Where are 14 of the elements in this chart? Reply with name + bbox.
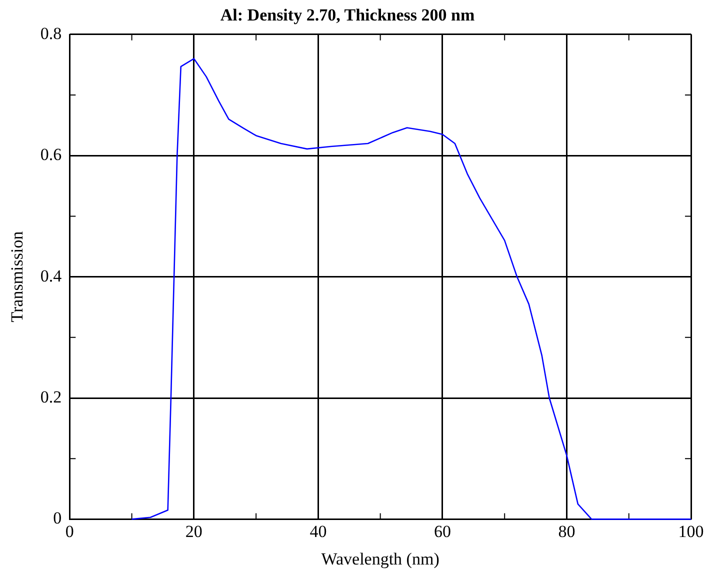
chart-title: Al: Density 2.70, Thickness 200 nm bbox=[220, 6, 475, 25]
x-tick-label: 60 bbox=[434, 522, 451, 541]
x-tick-label: 80 bbox=[558, 522, 576, 541]
y-axis-title: Transmission bbox=[8, 230, 27, 322]
y-tick-label: 0.2 bbox=[40, 387, 62, 406]
x-tick-label: 40 bbox=[310, 522, 327, 541]
x-tick-label: 100 bbox=[678, 522, 704, 541]
y-tick-label: 0 bbox=[53, 508, 62, 528]
x-tick-label: 20 bbox=[185, 522, 202, 541]
y-tick-label: 0.6 bbox=[40, 145, 62, 164]
y-tick-label: 0.8 bbox=[40, 24, 62, 43]
x-axis-title: Wavelength (nm) bbox=[321, 549, 440, 568]
y-tick-label: 0.4 bbox=[40, 266, 62, 286]
x-tick-label: 0 bbox=[65, 522, 74, 541]
